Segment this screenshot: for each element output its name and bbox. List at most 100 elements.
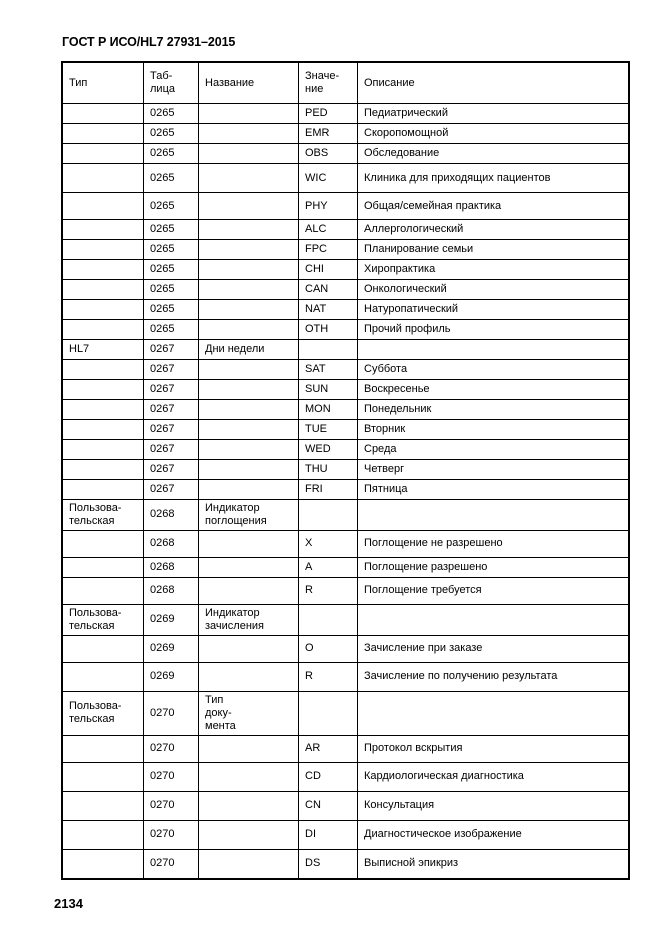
column-header-table: Таб- лица: [143, 62, 199, 104]
table-row: 0267 SUN Воскресенье: [62, 379, 629, 400]
cell-name: [198, 279, 299, 300]
cell-name: Индикатор поглощения: [198, 499, 299, 531]
cell-table: 0265: [143, 103, 199, 124]
cell-desc: Поглощение разрешено: [357, 556, 629, 578]
cell-desc: Среда: [357, 439, 629, 460]
cell-desc: Вторник: [357, 419, 629, 440]
table-row: 0265 PHY Общая/семейная практика: [62, 192, 629, 220]
cell-type: [62, 319, 144, 340]
cell-name: [198, 848, 299, 879]
page-number: 2134: [54, 896, 83, 911]
table-header-row: Тип Таб- лица Название Значе- ние Описан…: [62, 62, 629, 104]
cell-value: FPC: [298, 239, 358, 260]
cell-name: [198, 634, 299, 663]
cell-name: [198, 790, 299, 821]
cell-name: [198, 419, 299, 440]
cell-name: [198, 192, 299, 220]
table-row: Пользова- тельская 0270 Тип доку- мента: [62, 690, 629, 736]
cell-table: 0270: [143, 761, 199, 792]
cell-type: [62, 459, 144, 480]
cell-desc: Скоропомощной: [357, 123, 629, 144]
cell-desc: Протокол вскрытия: [357, 734, 629, 763]
cell-type: Пользова- тельская: [62, 499, 144, 531]
code-table: Тип Таб- лица Название Значе- ние Описан…: [62, 62, 629, 879]
cell-type: [62, 239, 144, 260]
cell-table: 0265: [143, 163, 199, 193]
cell-desc: Прочий профиль: [357, 319, 629, 340]
cell-desc: Поглощение не разрешено: [357, 529, 629, 558]
cell-desc: Консультация: [357, 790, 629, 821]
cell-value: SAT: [298, 359, 358, 380]
table-row: 0265 CHI Хиропрактика: [62, 259, 629, 280]
cell-table: 0267: [143, 479, 199, 500]
cell-desc: Пятница: [357, 479, 629, 500]
cell-type: Пользова- тельская: [62, 603, 144, 636]
cell-value: R: [298, 576, 358, 605]
cell-table: 0267: [143, 459, 199, 480]
cell-value: FRI: [298, 479, 358, 500]
cell-table: 0265: [143, 299, 199, 320]
cell-table: 0267: [143, 439, 199, 460]
cell-name: [198, 529, 299, 558]
cell-table: 0265: [143, 319, 199, 340]
cell-value: [298, 499, 358, 531]
cell-table: 0268: [143, 499, 199, 531]
table-row: 0269 O Зачисление при заказе: [62, 634, 629, 663]
cell-type-line1: Пользова-: [69, 606, 122, 619]
table-row: 0265 OBS Обследование: [62, 143, 629, 164]
cell-desc: [357, 603, 629, 636]
cell-desc: Зачисление по получению результата: [357, 661, 629, 692]
cell-value: CD: [298, 761, 358, 792]
cell-type: [62, 634, 144, 663]
cell-name: [198, 259, 299, 280]
cell-desc: [357, 690, 629, 736]
cell-desc: Обследование: [357, 143, 629, 164]
cell-type: [62, 819, 144, 850]
cell-name: [198, 761, 299, 792]
cell-desc: Клиника для приходящих пациентов: [357, 163, 629, 193]
cell-value: [298, 690, 358, 736]
table-row: 0270 DI Диагностическое изображение: [62, 819, 629, 850]
cell-desc: [357, 339, 629, 360]
cell-value: MON: [298, 399, 358, 420]
cell-table: 0270: [143, 848, 199, 879]
cell-type-line1: Пользова-: [69, 502, 122, 514]
cell-value: WIC: [298, 163, 358, 193]
cell-type-line1: Пользова-: [69, 700, 122, 713]
cell-desc: Понедельник: [357, 399, 629, 420]
cell-value: CAN: [298, 279, 358, 300]
table-row: 0265 WIC Клиника для приходящих пациенто…: [62, 163, 629, 193]
cell-value: X: [298, 529, 358, 558]
cell-name: [198, 661, 299, 692]
cell-name: [198, 819, 299, 850]
cell-name-word1: Тип: [205, 693, 224, 706]
cell-value: R: [298, 661, 358, 692]
column-header-name-label: Название: [205, 76, 255, 89]
table-row: 0270 CD Кардиологическая диагностика: [62, 761, 629, 792]
cell-table: 0268: [143, 556, 199, 578]
cell-table: 0265: [143, 143, 199, 164]
cell-name: [198, 459, 299, 480]
cell-table: 0265: [143, 239, 199, 260]
table-row: 0265 FPC Планирование семьи: [62, 239, 629, 260]
table-row: 0268 A Поглощение разрешено: [62, 556, 629, 578]
cell-table: 0270: [143, 734, 199, 763]
cell-name-justified: Тип доку-: [205, 694, 287, 720]
table-row: 0269 R Зачисление по получению результат…: [62, 661, 629, 692]
table-row: 0268 X Поглощение не разрешено: [62, 529, 629, 558]
cell-type: [62, 359, 144, 380]
cell-table: 0265: [143, 192, 199, 220]
column-header-desc-label: Описание: [364, 76, 415, 89]
cell-table: 0267: [143, 399, 199, 420]
cell-name: Дни недели: [198, 339, 299, 360]
table-row: 0270 DS Выписной эпикриз: [62, 848, 629, 879]
cell-value: [298, 603, 358, 636]
column-header-type: Тип: [62, 62, 144, 104]
cell-name-word2: доку-: [205, 706, 232, 719]
cell-table: 0265: [143, 259, 199, 280]
cell-value: CN: [298, 790, 358, 821]
cell-name: [198, 479, 299, 500]
cell-type: [62, 259, 144, 280]
cell-type: [62, 399, 144, 420]
table-row: Пользова- тельская 0269 Индикатор зачисл…: [62, 603, 629, 636]
